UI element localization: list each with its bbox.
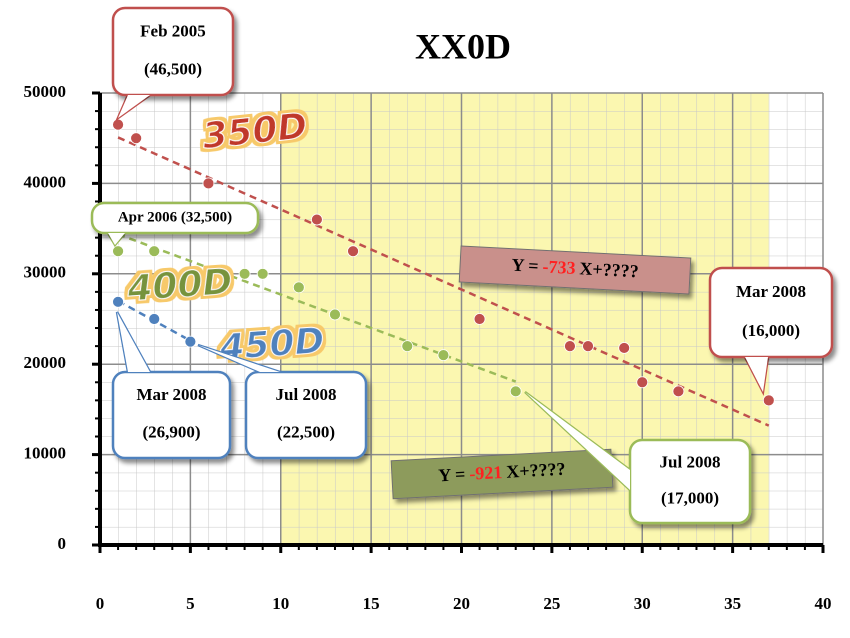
point xyxy=(112,245,124,258)
point xyxy=(202,177,215,190)
callout-box xyxy=(244,370,368,460)
point xyxy=(762,394,775,407)
x-tick-label: 25 xyxy=(543,594,560,613)
equation-box xyxy=(458,245,692,295)
point xyxy=(347,245,359,258)
series-label: 350D xyxy=(200,106,309,158)
equation-slope: -921 xyxy=(469,462,503,484)
y-tick-label: 10000 xyxy=(24,444,67,463)
equation: Y = -733 X+???? xyxy=(458,245,692,295)
x-tick-label: 15 xyxy=(363,594,380,613)
point xyxy=(310,213,323,226)
callout-joint xyxy=(108,233,125,245)
x-tick-label: 10 xyxy=(272,594,289,613)
callout-text: Mar 2008 xyxy=(736,282,806,301)
chart-title: XX0D xyxy=(415,26,511,66)
trend-line xyxy=(117,233,517,383)
callout-joint xyxy=(118,95,150,118)
callout-text: Feb 2005 xyxy=(140,21,206,40)
callout-text: Apr 2006 (32,500) xyxy=(118,209,232,225)
callout-text: (16,000) xyxy=(742,321,800,340)
equation-prefix: Y = xyxy=(511,255,539,276)
callout-box xyxy=(708,266,834,359)
point xyxy=(401,340,414,353)
point xyxy=(509,385,522,398)
y-tick-label: 0 xyxy=(58,534,67,553)
point xyxy=(112,118,124,131)
y-tick-label: 30000 xyxy=(24,263,67,282)
point xyxy=(148,245,161,258)
point xyxy=(238,267,251,280)
x-tick-label: 0 xyxy=(96,594,105,613)
callout-box xyxy=(111,6,235,97)
equation-text: Y = -733 X+???? xyxy=(511,255,639,282)
trend-line xyxy=(117,136,770,427)
equation: Y = -921 X+???? xyxy=(390,448,614,500)
equation-suffix: X+???? xyxy=(579,258,639,281)
point xyxy=(618,342,631,354)
callout-text: (26,900) xyxy=(142,423,200,442)
point xyxy=(437,349,450,362)
point xyxy=(473,313,486,325)
point xyxy=(184,335,197,348)
callout-box xyxy=(111,370,232,460)
point xyxy=(148,313,161,325)
point xyxy=(636,376,649,389)
x-tick-label: 30 xyxy=(634,594,651,613)
callout-joint xyxy=(117,312,150,372)
callout-text: Jul 2008 xyxy=(660,452,721,471)
callout-text: (46,500) xyxy=(144,59,202,78)
callout-text: Jul 2008 xyxy=(276,385,337,404)
equation-prefix: Y = xyxy=(438,464,466,485)
callout-text: (17,000) xyxy=(661,488,719,507)
point xyxy=(130,132,143,145)
callout-text: Mar 2008 xyxy=(136,385,206,404)
x-tick-label: 35 xyxy=(724,594,741,613)
point xyxy=(672,385,685,398)
equation-suffix: X+???? xyxy=(506,459,566,482)
equation-slope: -733 xyxy=(542,256,576,278)
point xyxy=(256,267,269,280)
point xyxy=(582,340,594,353)
x-tick-label: 20 xyxy=(453,594,470,613)
point xyxy=(292,281,305,294)
callout-joint xyxy=(745,357,768,392)
series-label: 400D xyxy=(125,261,234,309)
y-tick-label: 20000 xyxy=(24,353,67,372)
point xyxy=(564,340,576,353)
callout-box xyxy=(90,201,260,235)
x-tick-label: 5 xyxy=(186,594,195,613)
point xyxy=(112,295,124,308)
x-tick-label: 40 xyxy=(815,594,832,613)
callout-text: (22,500) xyxy=(277,423,335,442)
y-tick-label: 40000 xyxy=(24,172,67,191)
point xyxy=(329,308,341,321)
callout-joint xyxy=(198,345,280,372)
equation-text: Y = -921 X+???? xyxy=(438,459,566,486)
y-tick-label: 50000 xyxy=(24,82,67,101)
callout-joint xyxy=(525,392,630,490)
